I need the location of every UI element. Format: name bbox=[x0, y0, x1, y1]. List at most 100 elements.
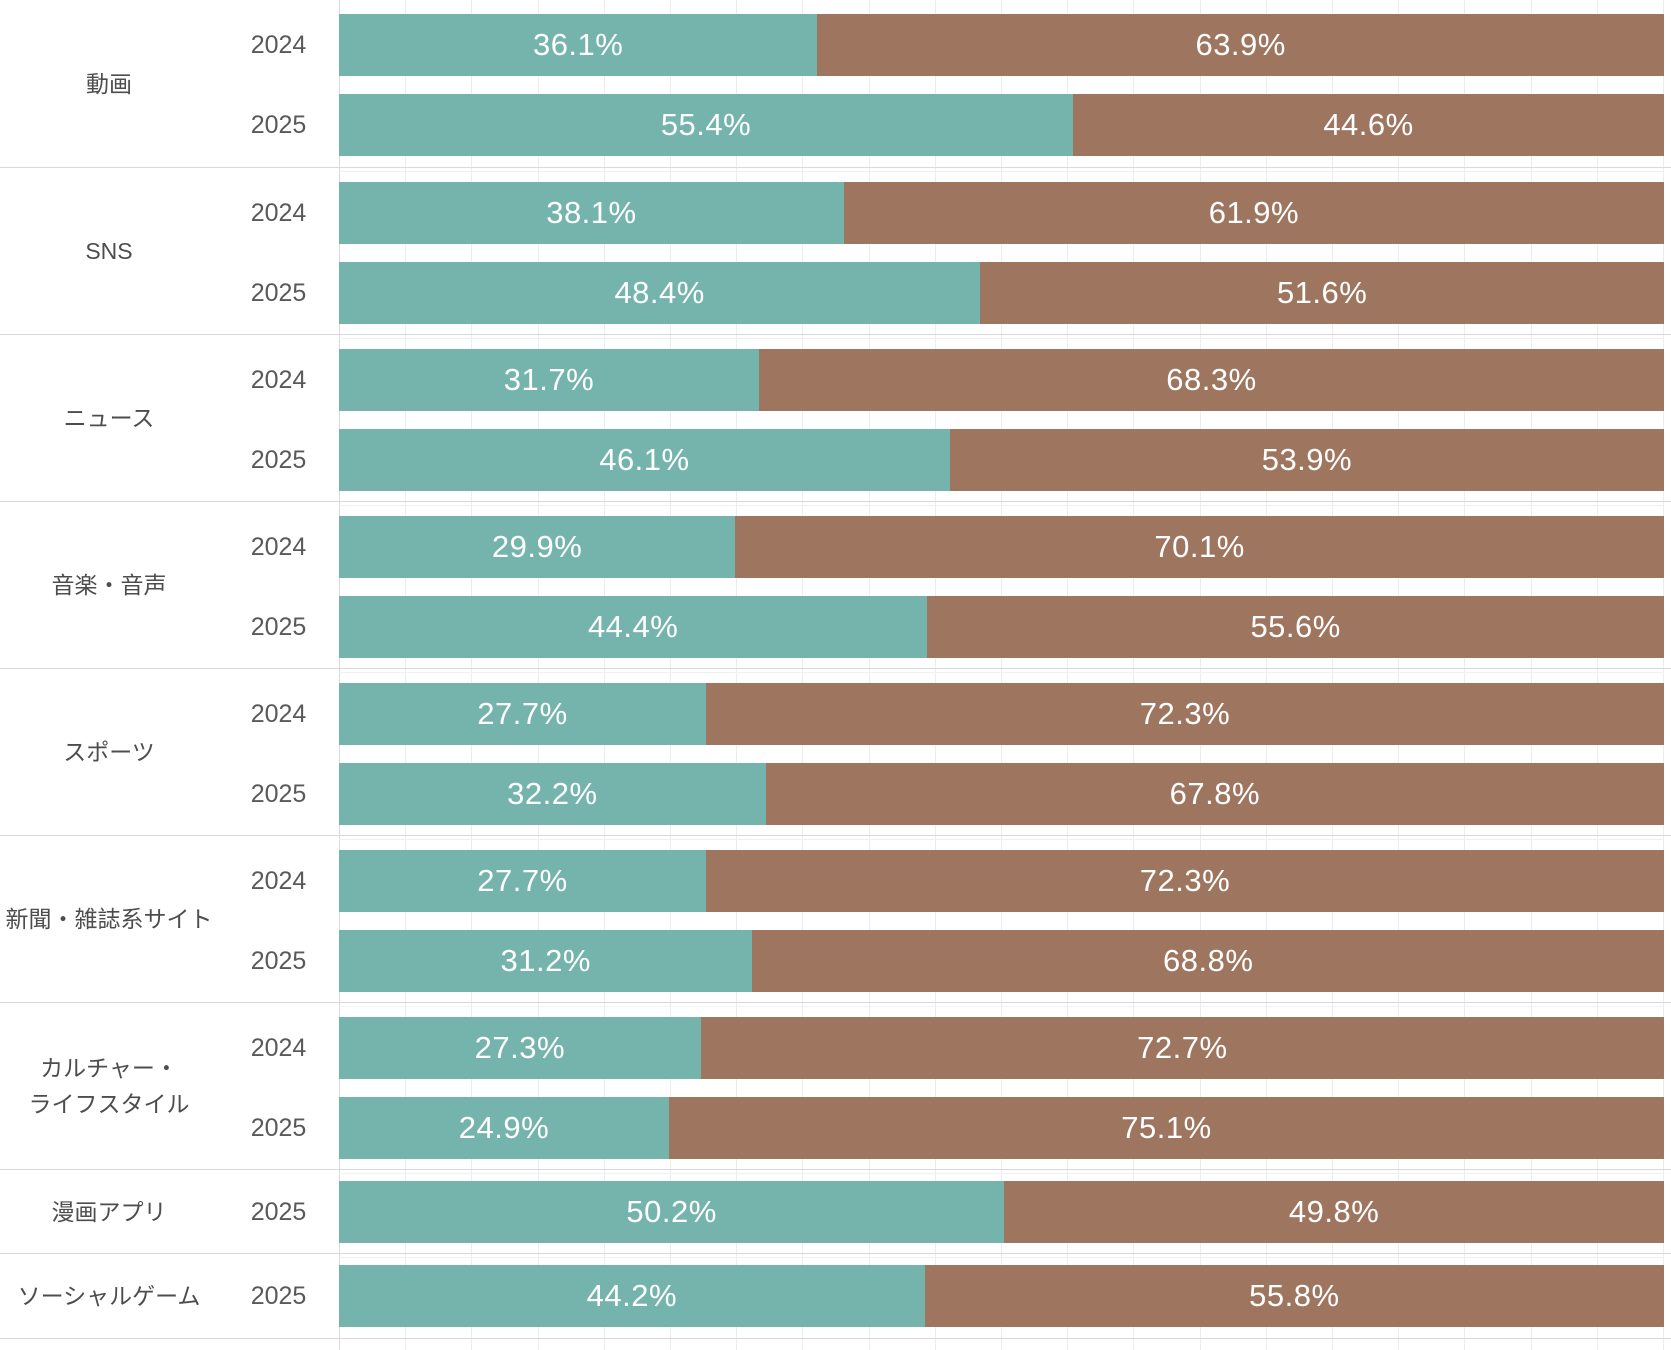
bar-track: 36.1% 63.9% bbox=[339, 14, 1664, 76]
gridline bbox=[1465, 0, 1532, 1350]
year-label: 2024 bbox=[250, 532, 307, 561]
bar-track: 38.1% 61.9% bbox=[339, 182, 1664, 244]
category-label: ソーシャルゲーム bbox=[17, 1283, 201, 1309]
category-label: 漫画アプリ bbox=[51, 1198, 167, 1225]
bar-segment-teal: 44.2% bbox=[339, 1265, 925, 1327]
gridline bbox=[1598, 0, 1665, 1350]
percent-label: 55.6% bbox=[1250, 609, 1341, 644]
percent-label: 31.7% bbox=[503, 362, 595, 397]
percent-label: 70.1% bbox=[1154, 529, 1245, 564]
bar-row: 2025 48.4% 51.6% bbox=[218, 262, 1664, 324]
bar-segment-teal: 50.2% bbox=[339, 1181, 1005, 1243]
bar-row: 2024 31.7% 68.3% bbox=[218, 349, 1664, 411]
bar-row: 2025 44.2% 55.8% bbox=[218, 1265, 1664, 1327]
bar-segment-teal: 32.2% bbox=[339, 763, 766, 825]
year-label: 2025 bbox=[250, 1113, 307, 1142]
year-label: 2024 bbox=[250, 30, 307, 59]
bar-segment-brown: 53.9% bbox=[949, 429, 1664, 491]
percent-label: 44.4% bbox=[587, 609, 679, 644]
gridline bbox=[1068, 0, 1135, 1350]
section-rows: 2024 29.9% 70.1% 2025 44.4% 55.6% bbox=[218, 502, 1664, 668]
section-rows: 2024 27.7% 72.3% 2025 32.2% 67.8% bbox=[218, 669, 1664, 835]
percent-label: 27.7% bbox=[477, 696, 568, 731]
gridline bbox=[1002, 0, 1069, 1350]
percent-label: 55.4% bbox=[660, 107, 752, 142]
percent-label: 36.1% bbox=[532, 27, 624, 62]
percent-label: 63.9% bbox=[1195, 27, 1286, 62]
bar-segment-teal: 24.9% bbox=[339, 1097, 669, 1159]
gridline bbox=[737, 0, 804, 1350]
bar-track: 31.2% 68.8% bbox=[339, 930, 1664, 992]
bar-segment-brown: 75.1% bbox=[668, 1097, 1664, 1159]
percent-label: 48.4% bbox=[614, 275, 705, 310]
percent-label: 24.9% bbox=[458, 1110, 550, 1145]
category-section-sports: スポーツ 2024 27.7% 72.3% 2025 32.2% 67.8% bbox=[0, 668, 1671, 835]
category-section-newspaper-magazine: 新聞・雑誌系サイト 2024 27.7% 72.3% 2025 31.2% 68… bbox=[0, 835, 1671, 1002]
bar-track: 46.1% 53.9% bbox=[339, 429, 1664, 491]
category-label: 音楽・音声 bbox=[51, 572, 167, 598]
percent-label: 72.3% bbox=[1139, 863, 1231, 898]
bar-segment-teal: 55.4% bbox=[339, 94, 1074, 156]
percent-label: 72.3% bbox=[1139, 696, 1231, 731]
year-label: 2025 bbox=[250, 1197, 307, 1226]
gridline bbox=[1399, 0, 1466, 1350]
percent-label: 49.8% bbox=[1288, 1194, 1380, 1229]
bar-segment-brown: 55.6% bbox=[927, 596, 1664, 658]
gridline bbox=[1333, 0, 1400, 1350]
percent-label: 51.6% bbox=[1276, 275, 1368, 310]
percent-label: 44.2% bbox=[586, 1278, 678, 1313]
percent-label: 29.9% bbox=[491, 529, 583, 564]
section-rows: 2024 38.1% 61.9% 2025 48.4% 51.6% bbox=[218, 168, 1664, 334]
bar-segment-teal: 38.1% bbox=[339, 182, 844, 244]
gridline bbox=[803, 0, 870, 1350]
bar-row: 2025 31.2% 68.8% bbox=[218, 930, 1664, 992]
bar-segment-teal: 27.7% bbox=[339, 683, 707, 745]
section-rows: 2024 31.7% 68.3% 2025 46.1% 53.9% bbox=[218, 335, 1664, 501]
bar-track: 55.4% 44.6% bbox=[339, 94, 1664, 156]
year-label: 2025 bbox=[250, 612, 307, 641]
bar-track: 50.2% 49.8% bbox=[339, 1181, 1664, 1243]
year-label: 2024 bbox=[250, 365, 307, 394]
year-label: 2025 bbox=[250, 110, 307, 139]
percent-label: 38.1% bbox=[546, 195, 637, 230]
gridline bbox=[1267, 0, 1334, 1350]
bar-track: 32.2% 67.8% bbox=[339, 763, 1664, 825]
year-label: 2025 bbox=[250, 445, 307, 474]
bottom-spacer bbox=[0, 1338, 1671, 1350]
bar-segment-brown: 72.7% bbox=[700, 1017, 1664, 1079]
category-label: カルチャー・ ライフスタイル bbox=[28, 1055, 190, 1117]
category-label: SNS bbox=[85, 238, 133, 264]
bar-segment-brown: 67.8% bbox=[765, 763, 1664, 825]
category-section-news: ニュース 2024 31.7% 68.3% 2025 46.1% 53.9% bbox=[0, 334, 1671, 501]
percent-label: 31.2% bbox=[500, 943, 591, 978]
category-label: スポーツ bbox=[63, 739, 155, 765]
year-label: 2025 bbox=[250, 1281, 307, 1310]
year-label: 2024 bbox=[250, 866, 307, 895]
bar-track: 48.4% 51.6% bbox=[339, 262, 1664, 324]
gridline bbox=[406, 0, 473, 1350]
percent-label: 72.7% bbox=[1137, 1030, 1228, 1065]
percent-label: 68.8% bbox=[1162, 943, 1254, 978]
gridline bbox=[1532, 0, 1598, 1350]
section-rows: 2024 27.3% 72.7% 2025 24.9% 75.1% bbox=[218, 1003, 1664, 1169]
percent-label: 61.9% bbox=[1208, 195, 1300, 230]
gridline bbox=[472, 0, 539, 1350]
bar-row: 2024 27.7% 72.3% bbox=[218, 850, 1664, 912]
year-label: 2025 bbox=[250, 946, 307, 975]
gridline bbox=[936, 0, 1003, 1350]
bar-row: 2025 50.2% 49.8% bbox=[218, 1181, 1664, 1243]
bar-segment-brown: 55.8% bbox=[924, 1265, 1664, 1327]
bar-segment-teal: 46.1% bbox=[339, 429, 950, 491]
percent-label: 50.2% bbox=[626, 1194, 717, 1229]
bar-segment-brown: 68.3% bbox=[759, 349, 1664, 411]
bar-segment-teal: 48.4% bbox=[339, 262, 981, 324]
percent-label: 44.6% bbox=[1323, 107, 1414, 142]
bar-segment-brown: 61.9% bbox=[843, 182, 1664, 244]
bar-track: 24.9% 75.1% bbox=[339, 1097, 1664, 1159]
section-rows: 2025 44.2% 55.8% bbox=[218, 1254, 1664, 1338]
bar-row: 2025 44.4% 55.6% bbox=[218, 596, 1664, 658]
year-label: 2025 bbox=[250, 779, 307, 808]
gridline bbox=[539, 0, 605, 1350]
percent-label: 68.3% bbox=[1166, 362, 1257, 397]
bar-row: 2025 32.2% 67.8% bbox=[218, 763, 1664, 825]
